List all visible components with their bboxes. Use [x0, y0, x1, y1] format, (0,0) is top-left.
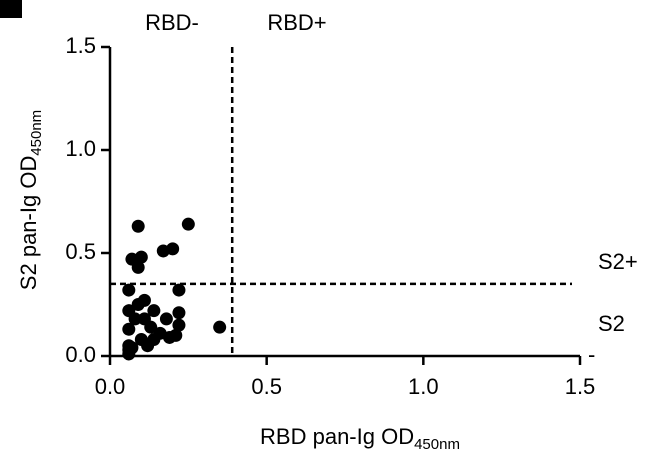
point	[181, 217, 195, 231]
y-tick-label: 0.5	[65, 239, 96, 264]
annotation: S2	[598, 311, 625, 336]
y-label-sub: 450nm	[28, 110, 45, 156]
point	[147, 304, 161, 318]
annotation: -	[588, 342, 595, 367]
point	[122, 304, 136, 318]
annotation: RBD+	[267, 10, 326, 35]
panel-marker	[0, 0, 22, 18]
x-label-main: RBD pan-Ig OD	[260, 424, 414, 449]
annotation: S2+	[598, 249, 638, 274]
x-tick-label: 0.5	[251, 374, 282, 399]
point	[137, 312, 151, 326]
point	[131, 260, 145, 274]
point	[131, 219, 145, 233]
point	[172, 283, 186, 297]
x-tick-label: 0.0	[95, 374, 126, 399]
point	[141, 339, 155, 353]
point	[172, 318, 186, 332]
point	[125, 341, 139, 355]
x-label-sub: 450nm	[414, 436, 460, 453]
y-axis-label: S2 pan-Ig OD450nm	[16, 110, 45, 290]
point	[122, 283, 136, 297]
y-tick-label: 0.0	[65, 342, 96, 367]
x-axis-label: RBD pan-Ig OD450nm	[260, 424, 460, 453]
annotation: RBD-	[145, 10, 199, 35]
point	[131, 298, 145, 311]
point	[213, 320, 227, 334]
point	[122, 322, 136, 336]
y-tick-label: 1.0	[65, 136, 96, 161]
x-tick-label: 1.0	[408, 374, 439, 399]
x-tick-label: 1.5	[565, 374, 596, 399]
point	[159, 312, 173, 326]
point	[163, 330, 177, 344]
y-tick-label: 1.5	[65, 33, 96, 58]
point	[134, 250, 148, 264]
point	[172, 306, 186, 320]
y-label-main: S2 pan-Ig OD	[16, 156, 41, 291]
point	[166, 242, 180, 256]
